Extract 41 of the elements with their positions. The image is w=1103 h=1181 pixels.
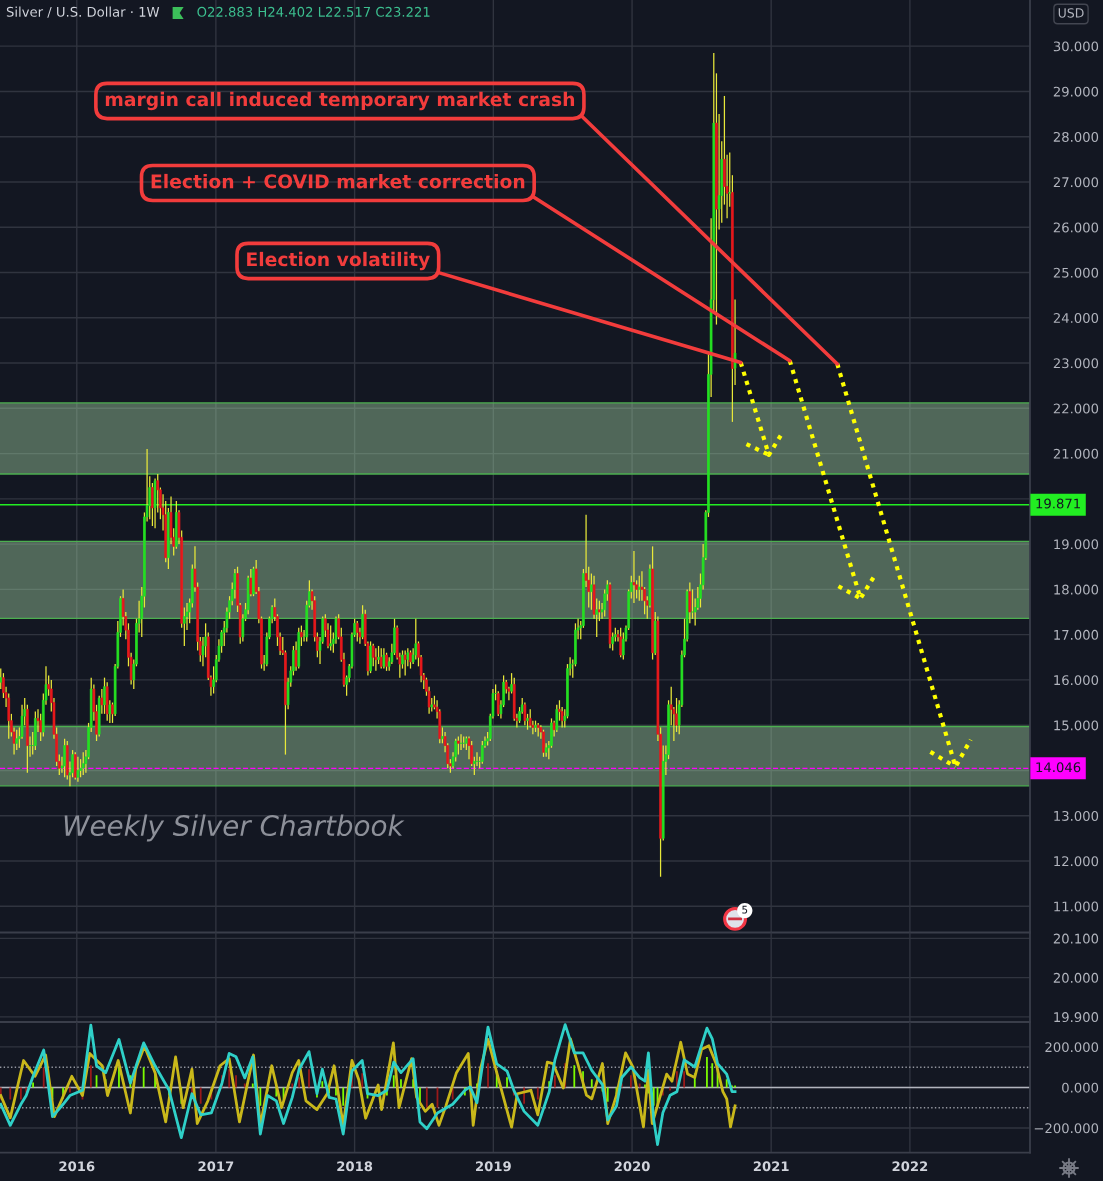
y-tick-label: 24.000 <box>1053 312 1099 323</box>
y-tick-label: 0.000 <box>1062 1082 1099 1093</box>
y-tick-label: 18.000 <box>1054 584 1099 595</box>
y-tick-label: 28.000 <box>1053 131 1099 142</box>
y-tick-label: 11.000 <box>1054 901 1099 912</box>
y-tick-label: 20.100 <box>1053 933 1099 944</box>
y-tick-label: 23.000 <box>1053 358 1099 369</box>
y-tick-label: 200.000 <box>1045 1042 1099 1053</box>
ref-line-label: 14.046 <box>1036 762 1081 773</box>
y-tick-label: 20.000 <box>1053 972 1099 983</box>
x-tick-label: 2016 <box>59 1161 95 1172</box>
y-tick-label: 21.000 <box>1053 448 1099 459</box>
y-tick-label: 22.000 <box>1053 403 1099 414</box>
annotation: Election volatility <box>247 251 430 271</box>
y-tick-label: 29.000 <box>1053 86 1099 97</box>
y-tick-label: 27.000 <box>1053 177 1099 188</box>
y-axis-title: USD <box>1058 8 1084 18</box>
y-tick-label: 19.900 <box>1054 1012 1099 1023</box>
y-tick-label: 17.000 <box>1054 629 1099 640</box>
y-tick-label: 25.000 <box>1053 267 1099 278</box>
x-tick-label: 2018 <box>337 1161 373 1172</box>
x-tick-label: 2021 <box>753 1161 789 1172</box>
annotation: Election + COVID market correction <box>151 173 525 189</box>
x-tick-label: 2019 <box>476 1161 511 1172</box>
x-tick-label: 2020 <box>614 1161 650 1172</box>
ref-line-label: 19.871 <box>1036 498 1080 509</box>
annotation: 5 <box>742 905 748 914</box>
x-tick-label: 2017 <box>198 1161 234 1172</box>
y-tick-label: 19.000 <box>1054 539 1099 550</box>
y-tick-label: 13.000 <box>1054 810 1099 821</box>
y-tick-label: 15.000 <box>1054 720 1099 731</box>
annotation: O22.883 H24.402 L22.517 C23.221 <box>197 6 430 17</box>
y-tick-label: 12.000 <box>1054 856 1099 867</box>
y-tick-label: 30.000 <box>1053 41 1099 52</box>
y-tick-label: 16.000 <box>1054 675 1099 686</box>
chart-title: Silver / U.S. Dollar · 1W <box>6 6 160 18</box>
x-tick-label: 2022 <box>892 1161 928 1172</box>
y-tick-label: 26.000 <box>1053 222 1099 233</box>
annotation: margin call induced temporary market crash <box>105 91 575 111</box>
annotation: Weekly Silver Chartbook <box>64 814 405 842</box>
y-tick-label: −200.000 <box>1034 1123 1099 1134</box>
